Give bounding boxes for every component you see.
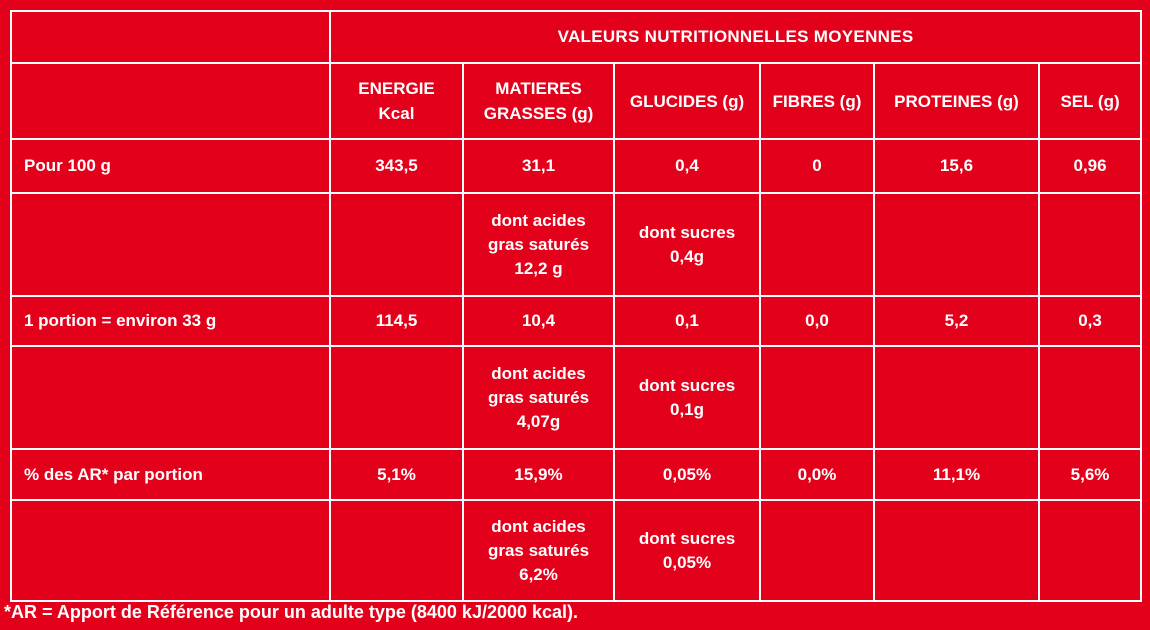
row-label: 1 portion = environ 33 g [10, 295, 331, 347]
text-line: 0,4g [669, 246, 705, 266]
table-title: VALEURS NUTRITIONNELLES MOYENNES [328, 10, 1143, 64]
column-header-row: ENERGIE Kcal MATIERES GRASSES (g) GLUCID… [10, 62, 1143, 140]
empty-cell [10, 192, 331, 297]
column-header-fibres: FIBRES (g) [759, 62, 875, 140]
value-cell-proteines: 11,1% [873, 448, 1040, 501]
value-cell-energie: 114,5 [329, 295, 464, 347]
text-line: dont sucres [638, 375, 736, 395]
text-line: dont sucres [638, 222, 736, 242]
header-line: GRASSES (g) [483, 104, 594, 123]
empty-cell [329, 345, 464, 450]
title-row: VALEURS NUTRITIONNELLES MOYENNES [10, 10, 1143, 64]
value-cell-matieres-grasses: 10,4 [462, 295, 615, 347]
value-cell-matieres-grasses: 31,1 [462, 138, 615, 194]
value-cell-glucides: 0,4 [613, 138, 761, 194]
empty-cell [329, 499, 464, 602]
sugars-cell: dont sucres 0,4g [613, 192, 761, 297]
header-spacer-cell [10, 62, 331, 140]
text-line: 0,05% [662, 552, 712, 572]
text-line: dont acides [491, 210, 586, 230]
subrow-per-portion: dont acides gras saturés 4,07g dont sucr… [10, 345, 1143, 450]
empty-cell [759, 345, 875, 450]
value-cell-sel: 5,6% [1037, 448, 1143, 501]
saturated-fat-cell: dont acides gras saturés 12,2 g [462, 192, 615, 297]
text-line: 12,2 g [514, 258, 563, 278]
text-line: dont acides [491, 363, 586, 383]
empty-cell [10, 499, 331, 602]
text-line: dont acides [491, 516, 586, 536]
text-line: 4,07g [516, 411, 561, 431]
empty-cell [1037, 192, 1143, 297]
nutrition-table: VALEURS NUTRITIONNELLES MOYENNES ENERGIE… [10, 10, 1143, 602]
subrow-per-100g: dont acides gras saturés 12,2 g dont suc… [10, 192, 1143, 297]
saturated-fat-cell: dont acides gras saturés 6,2% [462, 499, 615, 602]
value-cell-glucides: 0,05% [613, 448, 761, 501]
text-line: 0,1g [669, 399, 705, 419]
row-per-portion: 1 portion = environ 33 g 114,5 10,4 0,1 … [10, 295, 1143, 347]
column-header-proteines: PROTEINES (g) [873, 62, 1040, 140]
row-label: Pour 100 g [10, 138, 331, 194]
row-per-100g: Pour 100 g 343,5 31,1 0,4 0 15,6 0,96 [10, 138, 1143, 194]
sugars-cell: dont sucres 0,05% [613, 499, 761, 602]
column-header-sel: SEL (g) [1037, 62, 1143, 140]
value-cell-proteines: 5,2 [873, 295, 1040, 347]
value-cell-proteines: 15,6 [873, 138, 1040, 194]
footnote: *AR = Apport de Référence pour un adulte… [4, 602, 579, 622]
row-percent-ar: % des AR* par portion 5,1% 15,9% 0,05% 0… [10, 448, 1143, 501]
column-header-glucides: GLUCIDES (g) [613, 62, 761, 140]
text-line: gras saturés [487, 540, 590, 560]
text-line: 6,2% [519, 564, 558, 584]
header-line: Kcal [378, 104, 415, 123]
header-line: MATIERES [495, 79, 582, 98]
empty-cell [873, 499, 1040, 602]
value-cell-energie: 5,1% [329, 448, 464, 501]
title-spacer-cell [10, 10, 331, 64]
value-cell-matieres-grasses: 15,9% [462, 448, 615, 501]
value-cell-fibres: 0 [759, 138, 875, 194]
column-header-matieres-grasses: MATIERES GRASSES (g) [462, 62, 615, 140]
column-header-energie: ENERGIE Kcal [329, 62, 464, 140]
row-label: % des AR* par portion [10, 448, 331, 501]
text-line: dont sucres [638, 528, 736, 548]
text-line: gras saturés [487, 387, 590, 407]
empty-cell [329, 192, 464, 297]
header-line: ENERGIE [358, 79, 435, 98]
saturated-fat-cell: dont acides gras saturés 4,07g [462, 345, 615, 450]
sugars-cell: dont sucres 0,1g [613, 345, 761, 450]
value-cell-fibres: 0,0 [759, 295, 875, 347]
empty-cell [1037, 345, 1143, 450]
value-cell-fibres: 0,0% [759, 448, 875, 501]
empty-cell [759, 499, 875, 602]
value-cell-sel: 0,3 [1037, 295, 1143, 347]
header-line: GLUCIDES (g) [629, 91, 745, 111]
empty-cell [873, 345, 1040, 450]
empty-cell [873, 192, 1040, 297]
empty-cell [1037, 499, 1143, 602]
value-cell-sel: 0,96 [1037, 138, 1143, 194]
subrow-percent-ar: dont acides gras saturés 6,2% dont sucre… [10, 499, 1143, 602]
header-line: SEL (g) [1060, 91, 1120, 111]
header-line: PROTEINES (g) [894, 91, 1019, 111]
empty-cell [10, 345, 331, 450]
text-line: gras saturés [487, 234, 590, 254]
value-cell-glucides: 0,1 [613, 295, 761, 347]
header-line: FIBRES (g) [772, 91, 862, 111]
value-cell-energie: 343,5 [329, 138, 464, 194]
empty-cell [759, 192, 875, 297]
